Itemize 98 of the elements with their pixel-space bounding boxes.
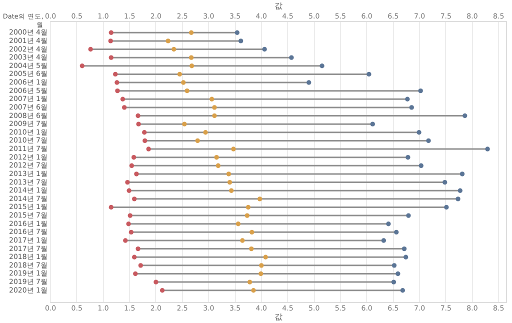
point [251, 288, 256, 293]
point [226, 172, 232, 176]
point [182, 122, 187, 126]
point [402, 246, 407, 252]
point [129, 163, 134, 168]
point [249, 246, 254, 252]
point [212, 113, 217, 118]
point [406, 155, 410, 160]
point [120, 96, 126, 102]
point [136, 246, 140, 252]
point [416, 130, 422, 135]
point [128, 213, 132, 218]
point [392, 263, 397, 268]
point [114, 80, 120, 85]
point [214, 155, 219, 160]
point [88, 46, 93, 52]
point [306, 80, 312, 85]
point [258, 271, 264, 276]
point [108, 38, 113, 44]
point [132, 254, 137, 260]
point [240, 238, 245, 243]
point [391, 280, 396, 284]
point [209, 96, 214, 102]
point [138, 263, 144, 268]
point [126, 188, 132, 193]
point [132, 196, 137, 202]
point [203, 130, 208, 135]
point [184, 88, 190, 94]
point [134, 172, 139, 176]
point [320, 64, 324, 68]
point [418, 163, 424, 168]
point [166, 38, 170, 44]
point [238, 38, 244, 44]
point [244, 213, 250, 218]
point [177, 72, 182, 77]
point [181, 80, 186, 85]
point [136, 122, 141, 126]
point [366, 72, 372, 77]
point [236, 222, 241, 226]
point [458, 188, 462, 193]
point [460, 172, 465, 176]
point [189, 64, 194, 68]
point [131, 155, 136, 160]
point [146, 146, 151, 152]
point [262, 46, 267, 52]
point [418, 88, 423, 94]
x2-axis-title: 값 [274, 2, 282, 10]
point [125, 180, 130, 185]
point [128, 230, 134, 235]
point [234, 30, 240, 35]
point [259, 263, 264, 268]
point [80, 64, 84, 68]
point [216, 163, 221, 168]
point [108, 55, 114, 60]
point [381, 238, 386, 243]
point [229, 188, 234, 193]
point [133, 271, 138, 276]
point [136, 113, 140, 118]
point [444, 204, 449, 210]
point [370, 122, 375, 126]
point [122, 105, 127, 110]
point [426, 138, 431, 144]
point [442, 180, 448, 185]
point [195, 138, 200, 144]
point [289, 55, 294, 60]
point [386, 222, 391, 226]
point [188, 30, 194, 35]
point [250, 230, 254, 235]
point [142, 138, 148, 144]
point [246, 204, 251, 210]
point [113, 72, 118, 77]
point [115, 88, 120, 94]
point [396, 271, 400, 276]
point [403, 254, 408, 260]
point [406, 213, 411, 218]
point [257, 196, 262, 202]
point [188, 55, 194, 60]
point [400, 288, 406, 293]
point [212, 105, 217, 110]
point [485, 146, 490, 152]
point [154, 280, 158, 284]
point [405, 96, 410, 102]
point [142, 130, 147, 135]
point [172, 46, 176, 52]
point [123, 238, 128, 243]
point [108, 30, 114, 35]
point [231, 146, 236, 152]
x-axis-title: 값 [274, 312, 282, 322]
point [263, 254, 268, 260]
point [160, 288, 165, 293]
point [456, 196, 460, 202]
point [126, 222, 131, 226]
point [247, 280, 252, 284]
point [409, 105, 414, 110]
point [394, 230, 399, 235]
point [227, 180, 232, 185]
point [462, 113, 468, 118]
point [108, 204, 114, 210]
